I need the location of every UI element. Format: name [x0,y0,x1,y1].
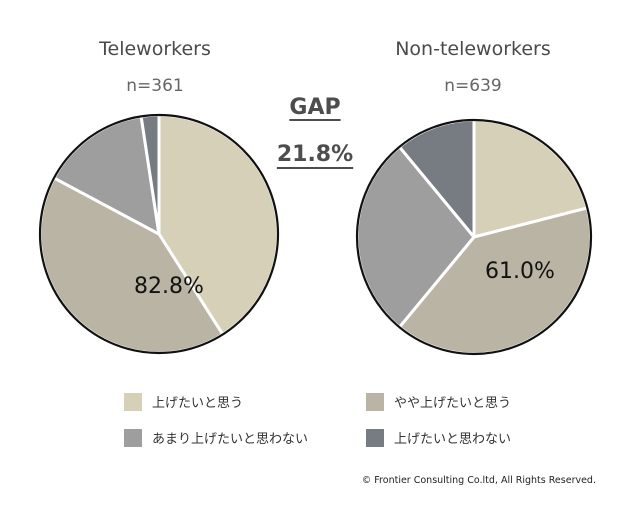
non-teleworkers-n: n=639 [444,76,502,96]
legend-item: あまり上げたいと思わない [124,428,308,447]
legend-label: 上げたいと思わない [394,432,512,447]
pie-percent-label: 82.8% [134,274,204,299]
legend-item: 上げたいと思う [124,392,243,411]
legend-label: やや上げたいと思う [394,396,512,411]
gap-value: 21.8% [276,142,354,167]
pie-percent-label: 61.0% [485,259,555,284]
teleworkers-title: Teleworkers [99,38,211,60]
legend-item: 上げたいと思わない [366,428,511,447]
legend-swatch [124,428,142,447]
legend-label: あまり上げたいと思わない [152,432,309,447]
teleworkers-n: n=361 [126,76,184,96]
copyright-notice: © Frontier Consulting Co.ltd, All Rights… [361,475,596,486]
legend-item: やや上げたいと思う [366,392,511,411]
legend-swatch [366,428,384,447]
pie-outline [355,118,593,356]
legend-label: 上げたいと思う [152,396,244,411]
teleworkers-pie: 82.8% [38,113,280,355]
legend-swatch [124,392,142,411]
pie-outline [38,113,280,355]
gap-label: GAP [289,95,341,120]
non-teleworkers-pie: 61.0% [355,118,593,356]
legend-swatch [366,392,384,411]
gap-block: GAP 21.8% [265,95,365,167]
non-teleworkers-title: Non-teleworkers [395,38,551,60]
